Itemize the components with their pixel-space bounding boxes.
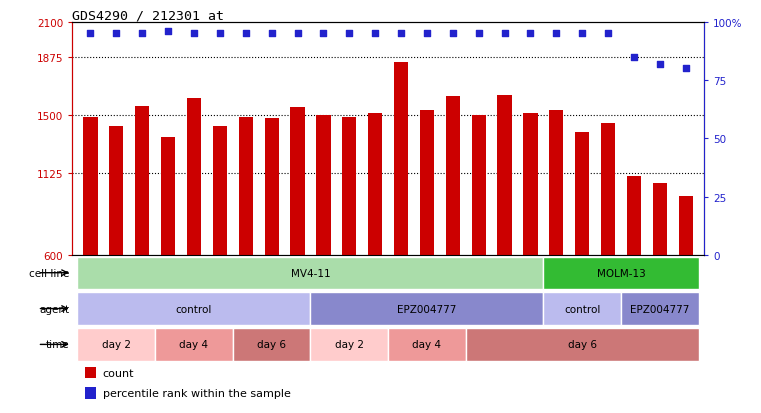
Text: day 6: day 6 xyxy=(257,339,286,349)
Bar xyxy=(543,293,621,325)
Bar xyxy=(420,111,434,255)
Bar xyxy=(627,176,642,255)
Bar xyxy=(85,367,97,379)
Bar xyxy=(679,196,693,255)
Point xyxy=(654,61,666,68)
Bar xyxy=(239,117,253,255)
Point xyxy=(395,31,407,38)
Bar xyxy=(388,328,466,361)
Text: day 2: day 2 xyxy=(102,339,131,349)
Point xyxy=(421,31,433,38)
Text: control: control xyxy=(176,304,212,314)
Text: EPZ004777: EPZ004777 xyxy=(397,304,457,314)
Point xyxy=(84,31,97,38)
Bar xyxy=(601,123,615,255)
Bar xyxy=(472,116,486,255)
Point xyxy=(680,66,692,73)
Bar xyxy=(78,293,310,325)
Point xyxy=(291,31,304,38)
Text: GDS4290 / 212301_at: GDS4290 / 212301_at xyxy=(72,9,224,21)
Text: cell line: cell line xyxy=(29,268,69,278)
Text: percentile rank within the sample: percentile rank within the sample xyxy=(103,388,291,398)
Text: day 6: day 6 xyxy=(568,339,597,349)
Point xyxy=(628,54,640,61)
Text: day 2: day 2 xyxy=(335,339,364,349)
Point xyxy=(524,31,537,38)
Text: day 4: day 4 xyxy=(412,339,441,349)
Bar xyxy=(213,126,227,255)
Point xyxy=(240,31,252,38)
Bar xyxy=(135,107,149,255)
Point xyxy=(162,29,174,36)
Bar xyxy=(85,387,97,399)
Bar xyxy=(109,126,123,255)
Text: time: time xyxy=(46,339,69,349)
Point xyxy=(136,31,148,38)
Bar xyxy=(78,257,543,289)
Point xyxy=(369,31,381,38)
Bar xyxy=(575,133,589,255)
Bar xyxy=(621,293,699,325)
Point xyxy=(110,31,123,38)
Text: MOLM-13: MOLM-13 xyxy=(597,268,645,278)
Bar xyxy=(549,111,563,255)
Bar xyxy=(78,328,155,361)
Text: EPZ004777: EPZ004777 xyxy=(630,304,689,314)
Text: agent: agent xyxy=(39,304,69,314)
Text: count: count xyxy=(103,368,134,378)
Bar xyxy=(155,328,233,361)
Point xyxy=(550,31,562,38)
Bar xyxy=(310,328,388,361)
Bar xyxy=(466,328,699,361)
Bar xyxy=(161,138,175,255)
Point xyxy=(266,31,278,38)
Bar xyxy=(317,116,330,255)
Point xyxy=(343,31,355,38)
Bar xyxy=(310,293,543,325)
Point xyxy=(188,31,200,38)
Point xyxy=(214,31,226,38)
Text: control: control xyxy=(564,304,600,314)
Point xyxy=(498,31,511,38)
Bar xyxy=(83,117,97,255)
Bar xyxy=(498,95,511,255)
Bar xyxy=(291,108,304,255)
Bar xyxy=(368,114,382,255)
Bar xyxy=(265,119,279,255)
Bar xyxy=(653,184,667,255)
Point xyxy=(602,31,614,38)
Text: day 4: day 4 xyxy=(180,339,209,349)
Bar xyxy=(342,117,356,255)
Text: MV4-11: MV4-11 xyxy=(291,268,330,278)
Bar xyxy=(446,97,460,255)
Bar xyxy=(187,99,201,255)
Bar xyxy=(524,114,537,255)
Point xyxy=(447,31,459,38)
Bar xyxy=(543,257,699,289)
Point xyxy=(473,31,485,38)
Bar xyxy=(233,328,310,361)
Bar xyxy=(394,63,408,255)
Point xyxy=(317,31,330,38)
Point xyxy=(576,31,588,38)
